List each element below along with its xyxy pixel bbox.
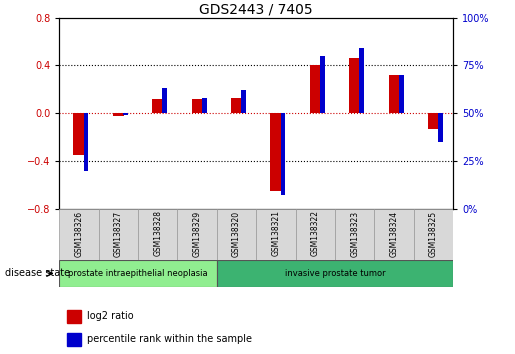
Bar xyxy=(241,90,246,113)
Bar xyxy=(310,65,321,113)
Bar xyxy=(59,209,99,260)
Bar xyxy=(270,113,281,191)
Bar xyxy=(414,209,453,260)
Bar xyxy=(281,113,285,195)
Bar xyxy=(389,75,400,113)
Text: percentile rank within the sample: percentile rank within the sample xyxy=(87,335,252,344)
Bar xyxy=(438,113,443,142)
Text: GSM138326: GSM138326 xyxy=(75,210,83,257)
Title: GDS2443 / 7405: GDS2443 / 7405 xyxy=(199,2,313,17)
Bar xyxy=(83,113,89,171)
Bar xyxy=(138,209,177,260)
Text: GSM138322: GSM138322 xyxy=(311,211,320,257)
Bar xyxy=(123,113,128,115)
Bar xyxy=(99,209,138,260)
Bar xyxy=(231,98,242,113)
Bar xyxy=(256,209,296,260)
Text: GSM138328: GSM138328 xyxy=(153,211,162,257)
Bar xyxy=(217,260,453,287)
Text: disease state: disease state xyxy=(5,268,70,279)
Text: invasive prostate tumor: invasive prostate tumor xyxy=(285,269,385,278)
Text: log2 ratio: log2 ratio xyxy=(87,312,133,321)
Text: GSM138327: GSM138327 xyxy=(114,210,123,257)
Bar xyxy=(67,333,81,346)
Bar xyxy=(428,113,439,129)
Bar xyxy=(217,209,256,260)
Bar xyxy=(113,113,124,116)
Bar xyxy=(296,209,335,260)
Text: GSM138320: GSM138320 xyxy=(232,210,241,257)
Text: GSM138325: GSM138325 xyxy=(429,210,438,257)
Bar xyxy=(192,99,202,113)
Bar xyxy=(152,99,163,113)
Bar xyxy=(202,98,207,113)
Bar xyxy=(67,310,81,323)
Text: GSM138324: GSM138324 xyxy=(390,210,399,257)
Bar xyxy=(335,209,374,260)
Text: prostate intraepithelial neoplasia: prostate intraepithelial neoplasia xyxy=(68,269,208,278)
Bar xyxy=(162,88,167,113)
Bar xyxy=(74,113,84,155)
Bar xyxy=(59,260,217,287)
Bar xyxy=(177,209,217,260)
Bar xyxy=(374,209,414,260)
Bar xyxy=(359,48,364,113)
Bar xyxy=(320,56,325,113)
Text: GSM138321: GSM138321 xyxy=(271,211,280,257)
Bar xyxy=(399,75,404,113)
Text: GSM138329: GSM138329 xyxy=(193,210,201,257)
Bar xyxy=(349,58,360,113)
Text: GSM138323: GSM138323 xyxy=(350,210,359,257)
